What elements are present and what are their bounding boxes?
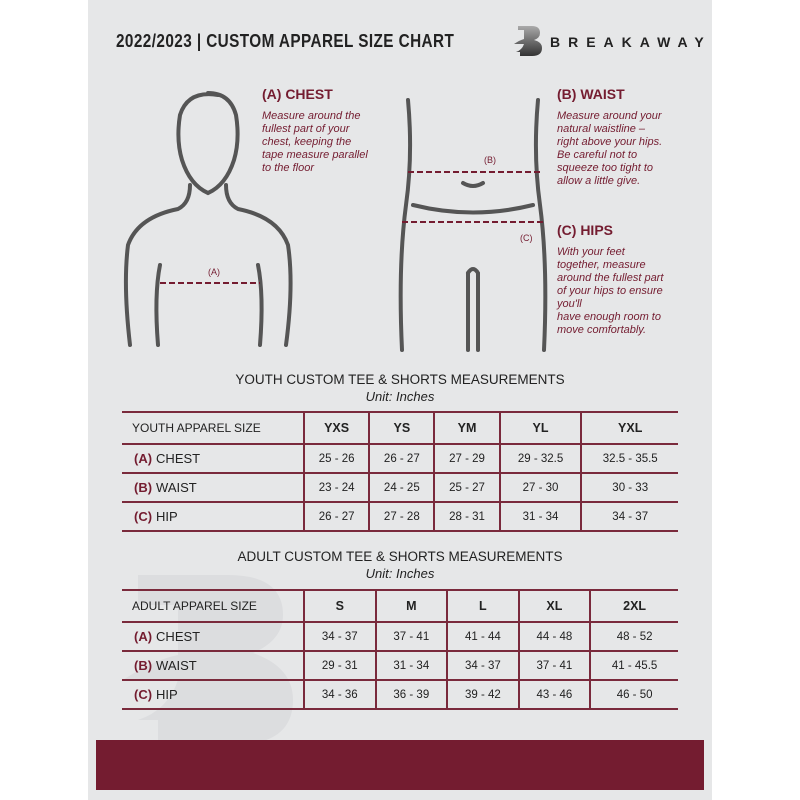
waist-heading: (B) WAIST [557, 86, 625, 102]
row-label: (B) WAIST [122, 472, 304, 502]
page-title: 2022/2023 | CUSTOM APPAREL SIZE CHART [116, 31, 455, 51]
youth-unit: Unit: Inches [365, 389, 435, 404]
table-row: (A) CHEST 34 - 37 37 - 41 41 - 44 44 - 48 48 … [122, 621, 678, 651]
cell: 25 - 27 [433, 472, 500, 502]
adult-unit: Unit: Inches [365, 566, 435, 581]
size-header: M [374, 589, 448, 622]
breakaway-logo-icon [514, 26, 542, 56]
cell: 46 - 50 [589, 679, 678, 710]
size-header: S [303, 589, 376, 622]
cell: 44 - 48 [517, 621, 591, 651]
footer-bar [96, 740, 704, 790]
table-row: (B) WAIST 29 - 31 31 - 34 34 - 37 37 - 41 41 … [122, 650, 678, 680]
chest-heading: (A) CHEST [262, 86, 333, 102]
cell: 41 - 45.5 [589, 650, 678, 680]
adult-size-table: ADULT APPAREL SIZE S M L XL 2XL (A) CHEST… [122, 589, 678, 710]
row-label: (A) CHEST [122, 621, 304, 651]
size-header: L [446, 589, 519, 622]
table-row: (A) CHEST 25 - 26 26 - 27 27 - 29 29 - 32.5 3… [122, 443, 678, 473]
cell: 26 - 27 [368, 443, 435, 473]
brand-name: BREAKAWAY [550, 34, 712, 50]
cell: 34 - 37 [303, 621, 376, 651]
cell: 31 - 34 [498, 501, 582, 532]
chest-guide: (A) CHEST Measure around the fullest part… [262, 86, 368, 175]
hips-marker: (C) [520, 233, 533, 243]
cell: 25 - 26 [302, 443, 370, 473]
cell: 34 - 36 [303, 679, 376, 710]
cell: 23 - 24 [302, 472, 370, 502]
size-chart-page: 2022/2023 | CUSTOM APPAREL SIZE CHART BR… [88, 0, 712, 800]
size-header: 2XL [589, 589, 678, 622]
cell: 36 - 39 [374, 679, 448, 710]
cell: 29 - 31 [303, 650, 376, 680]
cell: 30 - 33 [580, 472, 678, 502]
waist-description: Measure around your natural waistline – ri… [557, 110, 663, 187]
waist-marker: (B) [484, 155, 496, 165]
hips-description: With your feet together, measure around th… [557, 246, 664, 336]
chest-figure-illustration [123, 91, 293, 347]
size-label: ADULT APPAREL SIZE [122, 589, 304, 622]
cell: 24 - 25 [368, 472, 435, 502]
cell: 34 - 37 [580, 501, 678, 532]
chest-marker: (A) [208, 267, 220, 277]
cell: 41 - 44 [446, 621, 519, 651]
row-label: (A) CHEST [122, 443, 304, 473]
cell: 29 - 32.5 [498, 443, 582, 473]
cell: 27 - 30 [498, 472, 582, 502]
youth-size-table: YOUTH APPAREL SIZE YXS YS YM YL YXL (A) C… [122, 411, 678, 532]
cell: 27 - 28 [368, 501, 435, 532]
table-header-row: YOUTH APPAREL SIZE YXS YS YM YL YXL [122, 411, 678, 444]
cell: 32.5 - 35.5 [580, 443, 678, 473]
row-label: (C) HIP [122, 501, 304, 532]
cell: 43 - 46 [517, 679, 591, 710]
size-header: YXS [302, 411, 370, 444]
row-label: (B) WAIST [122, 650, 304, 680]
table-row: (C) HIP 34 - 36 36 - 39 39 - 42 43 - 46 46 - … [122, 679, 678, 710]
table-header-row: ADULT APPAREL SIZE S M L XL 2XL [122, 589, 678, 622]
adult-table-title: ADULT CUSTOM TEE & SHORTS MEASUREMENTS [237, 549, 563, 564]
cell: 28 - 31 [433, 501, 500, 532]
size-header: YL [498, 411, 582, 444]
waist-guide: (B) WAIST Measure around your natural wai… [557, 86, 662, 188]
cell: 31 - 34 [374, 650, 448, 680]
cell: 48 - 52 [589, 621, 678, 651]
youth-table-title: YOUTH CUSTOM TEE & SHORTS MEASUREMENTS [235, 372, 565, 387]
row-label: (C) HIP [122, 679, 304, 710]
size-header: YS [368, 411, 435, 444]
waist-hips-figure-illustration [398, 98, 548, 352]
cell: 37 - 41 [517, 650, 591, 680]
size-label: YOUTH APPAREL SIZE [122, 411, 304, 444]
cell: 27 - 29 [433, 443, 500, 473]
chest-description: Measure around the fullest part of your ch… [262, 110, 368, 174]
table-row: (C) HIP 26 - 27 27 - 28 28 - 31 31 - 34 34 - … [122, 501, 678, 532]
cell: 34 - 37 [446, 650, 519, 680]
table-row: (B) WAIST 23 - 24 24 - 25 25 - 27 27 - 30 30 … [122, 472, 678, 502]
hips-heading: (C) HIPS [557, 222, 613, 238]
cell: 37 - 41 [374, 621, 448, 651]
hips-guide: (C) HIPS With your feet together, measure… [557, 222, 663, 337]
cell: 26 - 27 [302, 501, 370, 532]
cell: 39 - 42 [446, 679, 519, 710]
size-header: YXL [580, 411, 678, 444]
size-header: XL [517, 589, 591, 622]
size-header: YM [433, 411, 500, 444]
